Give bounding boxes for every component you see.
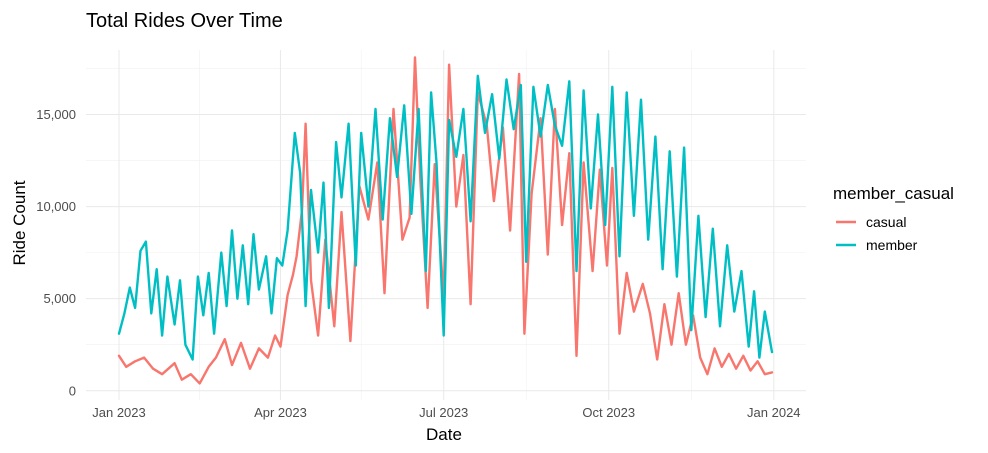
legend-label-member: member [866,237,918,253]
legend-label-casual: casual [866,214,906,230]
x-axis-title: Date [426,425,462,444]
y-tick-label: 10,000 [36,199,76,214]
series-layer [117,56,774,385]
x-tick-label: Oct 2023 [582,405,635,420]
x-tick-label: Apr 2023 [254,405,307,420]
x-axis: Jan 2023 Apr 2023 Jul 2023 Oct 2023 Jan 2024 [92,405,800,420]
x-tick-label: Jan 2024 [747,405,801,420]
legend-items: casual member [836,214,918,253]
chart-title: Total Rides Over Time [86,10,283,32]
y-tick-label: 15,000 [36,107,76,122]
x-tick-label: Jul 2023 [419,405,468,420]
y-tick-label: 5,000 [43,291,76,306]
y-axis: 0 5,000 10,000 15,000 [36,107,76,398]
y-axis-title: Ride Count [10,180,29,265]
y-tick-label: 0 [69,383,76,398]
x-tick-label: Jan 2023 [92,405,146,420]
legend-title: member_casual [833,184,954,203]
legend: member_casual casual member [833,184,954,253]
series-line-member [117,74,774,361]
